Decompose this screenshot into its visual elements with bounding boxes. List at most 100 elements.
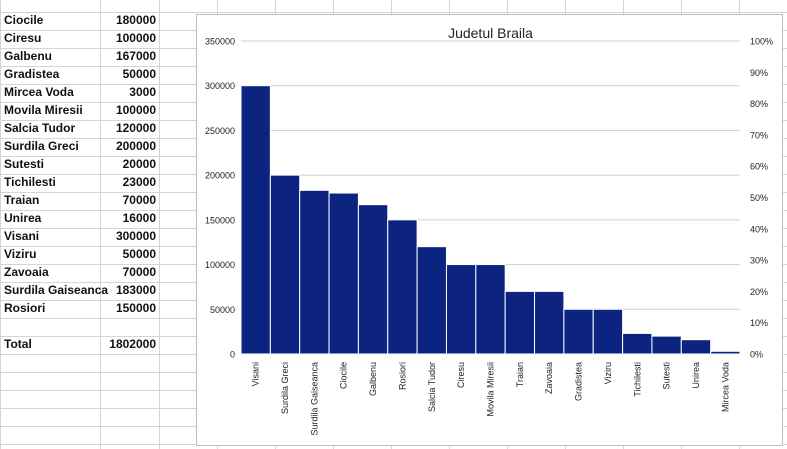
locality-name-cell[interactable]: Visani bbox=[4, 229, 40, 243]
locality-name-cell[interactable]: Surdila Greci bbox=[4, 139, 79, 153]
y-tick-label: 0 bbox=[230, 350, 235, 360]
chart-canvas: Judetul Braila 0 50000 100000 150000 200000 25… bbox=[205, 25, 773, 436]
locality-name-cell[interactable]: Viziru bbox=[4, 247, 37, 261]
y-tick-label: 300000 bbox=[205, 81, 235, 91]
x-tick-label: Rosiori bbox=[397, 362, 407, 390]
locality-value-cell[interactable]: 70000 bbox=[122, 265, 156, 279]
x-tick-label: Ciocile bbox=[339, 362, 349, 389]
locality-name-cell[interactable]: Ciresu bbox=[4, 31, 42, 45]
y2-tick-label: 10% bbox=[750, 318, 768, 328]
x-tick-label: Surdila Gaiseanca bbox=[309, 362, 319, 436]
total-value[interactable]: 1802000 bbox=[109, 337, 156, 351]
total-row[interactable]: Total 1802000 bbox=[0, 336, 160, 354]
locality-value-cell[interactable]: 70000 bbox=[122, 193, 156, 207]
y2-tick-label: 0% bbox=[750, 350, 763, 360]
x-tick-label: Sutesti bbox=[662, 362, 672, 390]
table-row[interactable]: Mircea Voda 3000 bbox=[0, 84, 160, 102]
locality-value-cell[interactable]: 100000 bbox=[115, 31, 156, 45]
bar-chart[interactable]: Judetul Braila 0 50000 100000 150000 200000 25… bbox=[196, 14, 783, 446]
table-row[interactable]: Gradistea 50000 bbox=[0, 66, 160, 84]
locality-name-cell[interactable]: Tichilesti bbox=[4, 175, 56, 189]
locality-value-cell[interactable]: 200000 bbox=[115, 139, 156, 153]
table-row[interactable]: Viziru 50000 bbox=[0, 246, 160, 264]
table-row[interactable]: Galbenu 167000 bbox=[0, 48, 160, 66]
locality-name-cell[interactable]: Zavoaia bbox=[4, 265, 49, 279]
x-tick-label: Surdila Greci bbox=[280, 362, 290, 414]
bar[interactable] bbox=[328, 192, 359, 355]
total-label[interactable]: Total bbox=[4, 337, 32, 351]
x-tick-label: Zavoaia bbox=[544, 362, 554, 394]
bar[interactable] bbox=[299, 189, 330, 355]
bar[interactable] bbox=[475, 264, 506, 355]
bar[interactable] bbox=[563, 308, 594, 355]
locality-name-cell[interactable]: Sutesti bbox=[4, 157, 45, 171]
y-tick-label: 100000 bbox=[205, 260, 235, 270]
locality-value-cell[interactable]: 20000 bbox=[122, 157, 156, 171]
y-tick-label: 200000 bbox=[205, 171, 235, 181]
locality-name-cell[interactable]: Mircea Voda bbox=[4, 85, 74, 99]
table-row[interactable]: Ciocile 180000 bbox=[0, 12, 160, 30]
locality-name-cell[interactable]: Salcia Tudor bbox=[4, 121, 76, 135]
table-row[interactable]: Zavoaia 70000 bbox=[0, 264, 160, 282]
bar[interactable] bbox=[622, 332, 653, 355]
chart-title: Judetul Braila bbox=[448, 25, 533, 41]
locality-name-cell[interactable]: Movila Miresii bbox=[4, 103, 83, 117]
locality-name-cell[interactable]: Unirea bbox=[4, 211, 42, 225]
locality-value-cell[interactable]: 150000 bbox=[115, 301, 156, 315]
locality-value-cell[interactable]: 167000 bbox=[115, 49, 156, 63]
bar[interactable] bbox=[416, 246, 447, 355]
column-divider bbox=[159, 0, 160, 449]
bar[interactable] bbox=[445, 264, 477, 355]
x-tick-label: Viziru bbox=[603, 362, 613, 384]
locality-value-cell[interactable]: 50000 bbox=[122, 247, 156, 261]
y2-tick-label: 30% bbox=[750, 256, 768, 266]
locality-value-cell[interactable]: 180000 bbox=[115, 13, 156, 27]
locality-name-cell[interactable]: Traian bbox=[4, 193, 40, 207]
bar[interactable] bbox=[680, 339, 712, 355]
locality-value-cell[interactable]: 183000 bbox=[115, 283, 156, 297]
table-row[interactable]: Surdila Gaiseanca 183000 bbox=[0, 282, 160, 300]
table-row[interactable]: Surdila Greci 200000 bbox=[0, 138, 160, 156]
locality-value-cell[interactable]: 300000 bbox=[115, 229, 156, 243]
locality-name-cell[interactable]: Galbenu bbox=[4, 49, 53, 63]
y-tick-label: 50000 bbox=[210, 305, 235, 315]
x-tick-label: Salcia Tudor bbox=[427, 362, 437, 412]
bar[interactable] bbox=[534, 290, 565, 355]
locality-value-cell[interactable]: 3000 bbox=[129, 85, 156, 99]
bar[interactable] bbox=[651, 335, 682, 355]
y2-tick-label: 20% bbox=[750, 287, 768, 297]
bar[interactable] bbox=[504, 290, 536, 355]
table-row[interactable]: Traian 70000 bbox=[0, 192, 160, 210]
y2-tick-label: 70% bbox=[750, 130, 768, 140]
table-row[interactable]: Unirea 16000 bbox=[0, 210, 160, 228]
locality-value-cell[interactable]: 23000 bbox=[122, 175, 156, 189]
table-row[interactable]: Tichilesti 23000 bbox=[0, 174, 160, 192]
locality-name-cell[interactable]: Rosiori bbox=[4, 301, 46, 315]
bar[interactable] bbox=[592, 308, 624, 355]
x-tick-label: Movila Miresii bbox=[486, 362, 496, 417]
bar[interactable] bbox=[387, 219, 418, 355]
locality-value-cell[interactable]: 50000 bbox=[122, 67, 156, 81]
y2-tick-label: 40% bbox=[750, 224, 768, 234]
table-row[interactable]: Visani 300000 bbox=[0, 228, 160, 246]
locality-name-cell[interactable]: Gradistea bbox=[4, 67, 60, 81]
table-row[interactable]: Movila Miresii 100000 bbox=[0, 102, 160, 120]
table-row[interactable]: Sutesti 20000 bbox=[0, 156, 160, 174]
bar[interactable] bbox=[710, 350, 741, 355]
bar[interactable] bbox=[357, 204, 389, 355]
locality-value-cell[interactable]: 16000 bbox=[122, 211, 156, 225]
bar[interactable] bbox=[269, 174, 301, 355]
y2-tick-label: 60% bbox=[750, 162, 768, 172]
bar[interactable] bbox=[240, 85, 271, 355]
x-tick-label: Gradistea bbox=[574, 362, 584, 401]
x-tick-label: Mircea Voda bbox=[720, 362, 730, 412]
locality-name-cell[interactable]: Ciocile bbox=[4, 13, 44, 27]
x-tick-label: Ciresu bbox=[456, 362, 466, 388]
table-row[interactable]: Salcia Tudor 120000 bbox=[0, 120, 160, 138]
locality-value-cell[interactable]: 100000 bbox=[115, 103, 156, 117]
table-row[interactable]: Rosiori 150000 bbox=[0, 300, 160, 318]
locality-name-cell[interactable]: Surdila Gaiseanca bbox=[4, 283, 109, 297]
table-row[interactable]: Ciresu 100000 bbox=[0, 30, 160, 48]
locality-value-cell[interactable]: 120000 bbox=[115, 121, 156, 135]
y2-tick-label: 100% bbox=[750, 37, 773, 47]
